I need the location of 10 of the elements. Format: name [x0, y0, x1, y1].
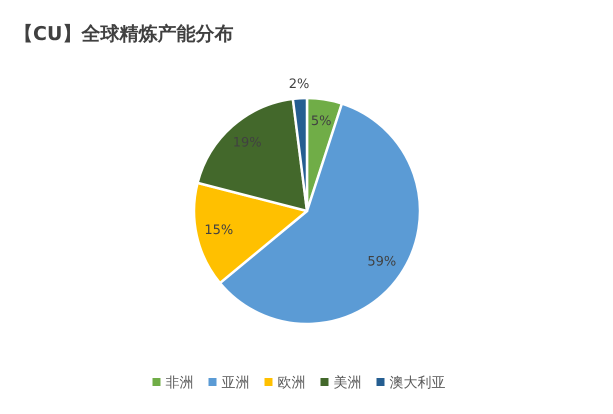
chart-title: 【CU】全球精炼产能分布 — [14, 23, 234, 45]
data-label: 5% — [310, 114, 332, 130]
legend-label: 欧洲 — [278, 375, 306, 391]
data-label: 2% — [288, 77, 310, 92]
legend-label: 非洲 — [166, 375, 194, 391]
data-label: 59% — [367, 254, 396, 270]
legend-label: 澳大利亚 — [390, 375, 446, 391]
legend-label: 亚洲 — [222, 375, 250, 391]
legend-label: 美洲 — [334, 375, 362, 391]
data-label: 15% — [204, 223, 234, 238]
